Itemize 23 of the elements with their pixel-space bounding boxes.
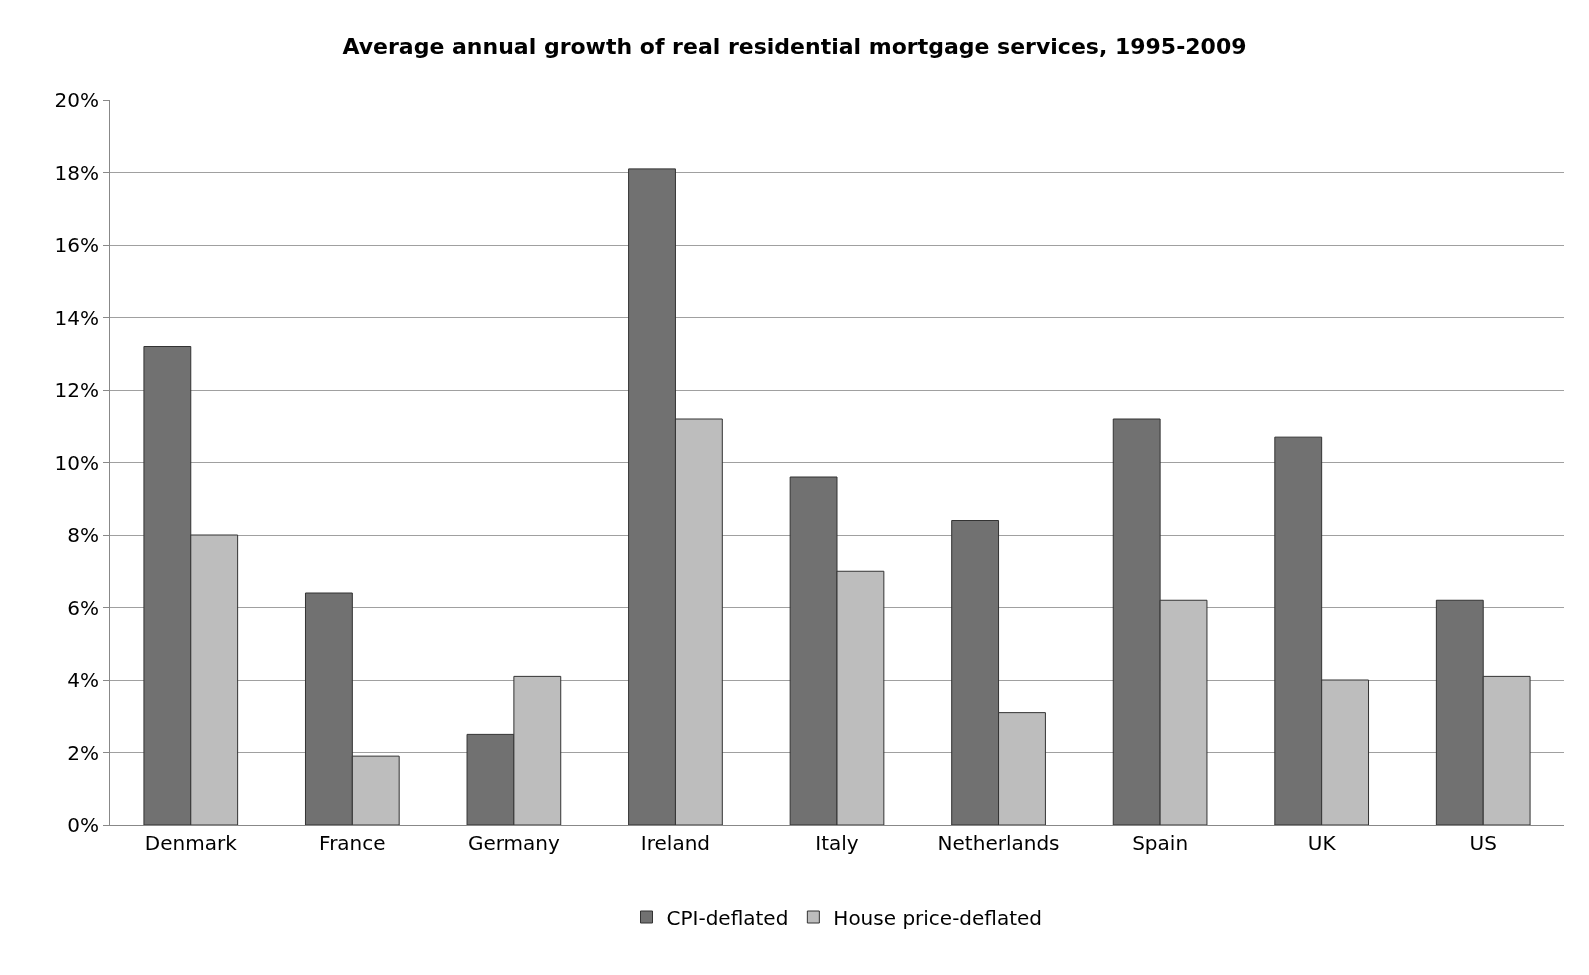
x-tick-label: Netherlands (937, 831, 1060, 855)
y-tick-label: 8% (67, 523, 99, 547)
x-tick-label: US (1469, 831, 1497, 855)
y-tick-label: 18% (54, 160, 99, 185)
x-tick-label: Germany (467, 831, 561, 855)
legend-label: CPI-deflated (666, 905, 789, 930)
y-tick-label: 6% (67, 595, 99, 620)
x-tick-label: UK (1307, 831, 1337, 855)
y-tick-label: 16% (54, 233, 99, 257)
x-tick-label: France (319, 831, 386, 855)
y-tick-label: 4% (67, 668, 99, 692)
y-tick-label: 10% (54, 450, 99, 475)
y-tick-label: 20% (54, 88, 99, 112)
y-tick-label: 12% (54, 378, 99, 402)
x-tick-label: Italy (815, 831, 859, 855)
x-tick-label: Ireland (640, 831, 711, 855)
x-tick-label: Spain (1132, 831, 1189, 855)
y-tick-label: 2% (67, 740, 99, 765)
y-tick-label: 14% (54, 305, 99, 330)
chart-title: Average annual growth of real residential mortgage services, 1995-2009 (342, 34, 1247, 60)
x-tick-label: Denmark (144, 831, 238, 855)
legend-label: House price-deflated (833, 905, 1043, 930)
y-tick-label: 0% (67, 813, 99, 837)
